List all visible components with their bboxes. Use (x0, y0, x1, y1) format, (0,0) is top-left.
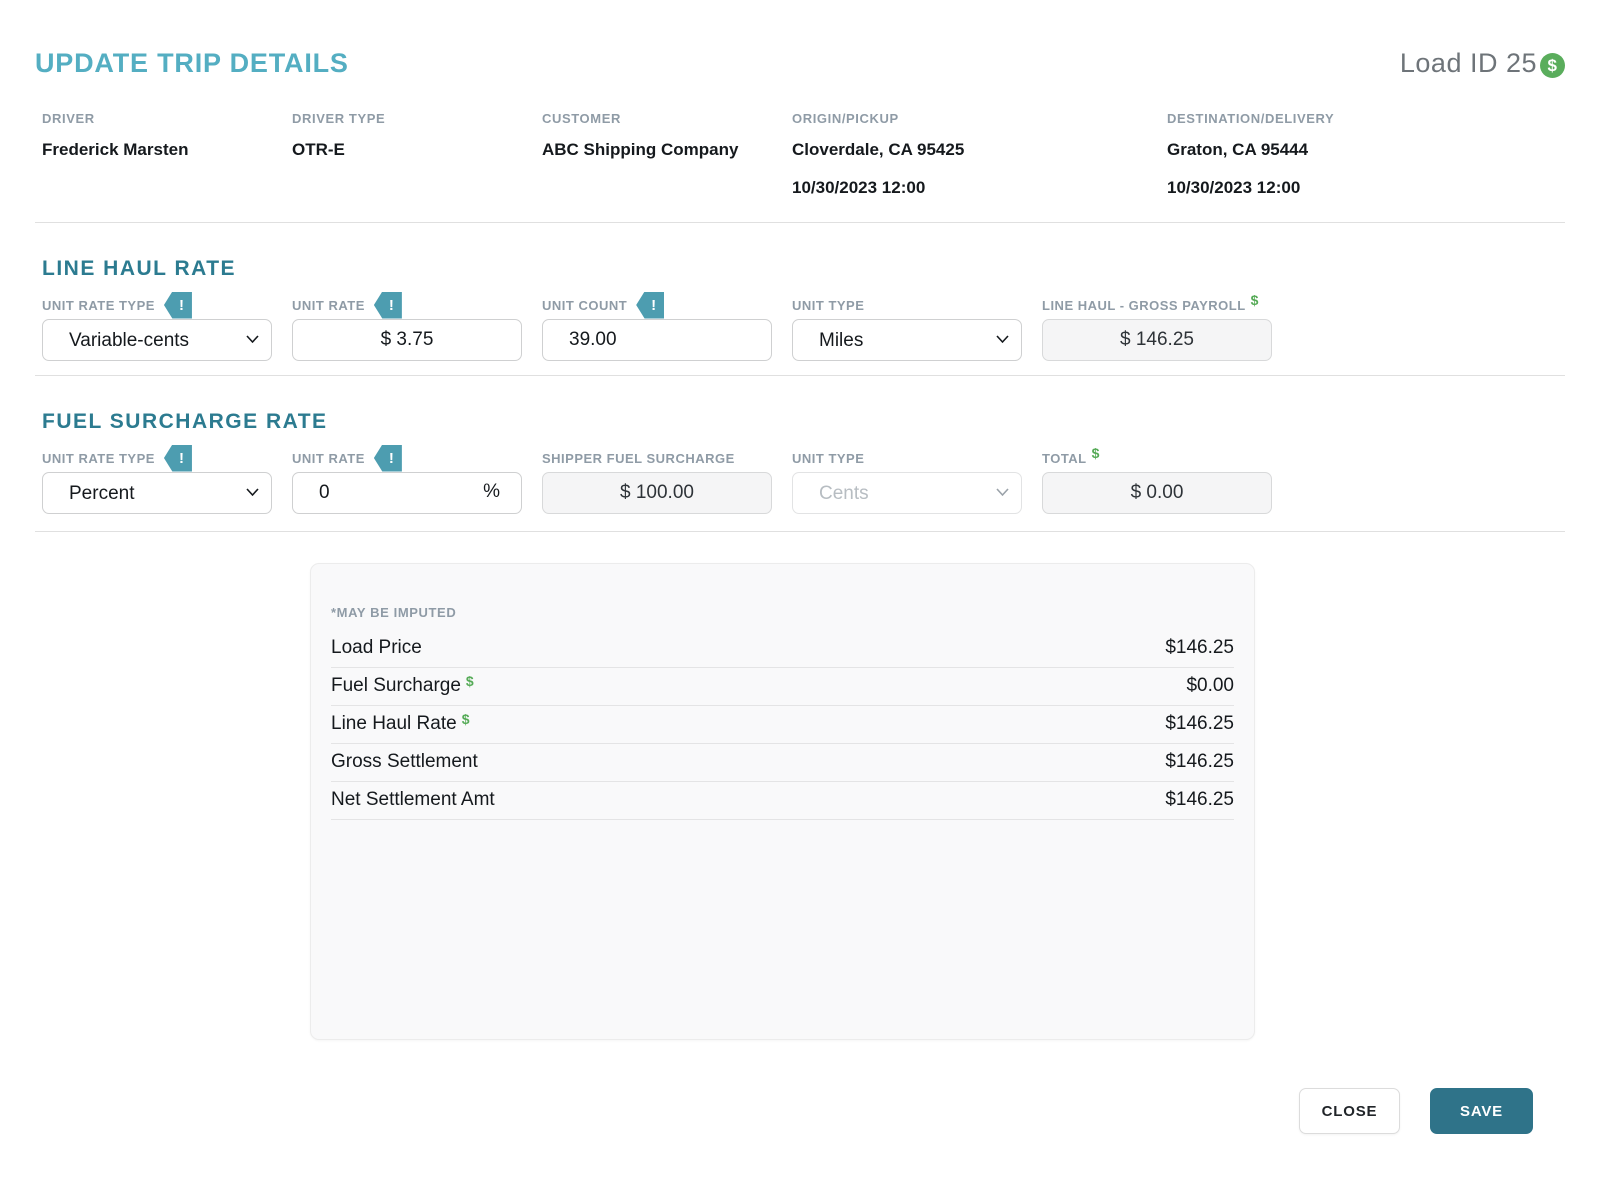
summary-rows: Load Price $146.25 Fuel Surcharge $ $0.00… (331, 630, 1234, 820)
fs-shipper-surcharge-label: SHIPPER FUEL SURCHARGE (542, 450, 735, 466)
driver-label: DRIVER (42, 111, 95, 126)
fs-unit-type-select: Cents (792, 472, 1022, 514)
alert-tag-icon: ! (373, 291, 402, 319)
origin-pickup-info: ORIGIN/PICKUP Cloverdale, CA 95425 10/30… (792, 111, 1167, 198)
line-haul-section-title: LINE HAUL RATE (42, 257, 237, 280)
lh-unit-rate-label: UNIT RATE (292, 297, 365, 313)
summary-row-gross-settlement: Gross Settlement $146.25 (331, 744, 1234, 782)
settlement-summary-panel: *MAY BE IMPUTED Load Price $146.25 Fuel … (310, 563, 1255, 1040)
summary-row-label: Fuel Surcharge $ (331, 673, 474, 696)
fs-total-value: $ 0.00 (1042, 472, 1272, 514)
fs-unit-type-label: UNIT TYPE (792, 450, 865, 466)
close-button[interactable]: CLOSE (1299, 1088, 1400, 1134)
customer-info: CUSTOMER ABC Shipping Company (542, 111, 792, 198)
dollar-icon: $ (461, 711, 470, 727)
driver-type-label: DRIVER TYPE (292, 111, 386, 126)
lh-gross-payroll-field: LINE HAUL - GROSS PAYROLL $ $ 146.25 (1042, 291, 1272, 361)
lh-unit-rate-input[interactable] (292, 319, 522, 361)
fs-unit-rate-type-label: UNIT RATE TYPE (42, 450, 155, 466)
destination-delivery-datetime: 10/30/2023 12:00 (1167, 178, 1301, 197)
page-title: UPDATE TRIP DETAILS (35, 48, 349, 78)
summary-row-value: $146.25 (1165, 751, 1234, 772)
fs-shipper-surcharge-value: $ 100.00 (542, 472, 772, 514)
fuel-surcharge-section-title: FUEL SURCHARGE RATE (42, 410, 328, 433)
fs-unit-rate-input[interactable] (292, 472, 522, 514)
alert-tag-icon: ! (373, 444, 402, 472)
fs-total-label: TOTAL (1042, 450, 1087, 466)
origin-pickup-label: ORIGIN/PICKUP (792, 111, 899, 126)
summary-row-load-price: Load Price $146.25 (331, 630, 1234, 668)
lh-gross-payroll-label: LINE HAUL - GROSS PAYROLL (1042, 297, 1246, 313)
lh-gross-payroll-value: $ 146.25 (1042, 319, 1272, 361)
lh-unit-rate-field: UNIT RATE ! (292, 291, 522, 361)
fuel-surcharge-fields: UNIT RATE TYPE ! Percent UNIT RATE ! % (42, 444, 1565, 514)
trip-info-row: DRIVER Frederick Marsten DRIVER TYPE OTR… (35, 111, 1565, 198)
summary-row-value: $146.25 (1165, 637, 1234, 658)
lh-unit-type-select[interactable]: Miles (792, 319, 1022, 361)
lh-unit-count-field: UNIT COUNT ! (542, 291, 772, 361)
driver-value: Frederick Marsten (42, 140, 189, 159)
load-id: Load ID 25 $ (1400, 48, 1565, 79)
alert-tag-icon: ! (636, 291, 665, 319)
customer-label: CUSTOMER (542, 111, 621, 126)
alert-tag-icon: ! (163, 444, 192, 472)
customer-value: ABC Shipping Company (542, 140, 739, 159)
destination-delivery-label: DESTINATION/DELIVERY (1167, 111, 1335, 126)
lh-unit-type-field: UNIT TYPE Miles (792, 291, 1022, 361)
summary-row-value: $146.25 (1165, 789, 1234, 810)
may-be-imputed-note: *MAY BE IMPUTED (331, 605, 457, 620)
load-id-text: Load ID 25 (1399, 48, 1537, 78)
lh-unit-rate-type-label: UNIT RATE TYPE (42, 297, 155, 313)
dollar-circle-icon: $ (1540, 53, 1565, 78)
fs-unit-rate-type-select[interactable]: Percent (42, 472, 272, 514)
lh-unit-count-input[interactable] (542, 319, 772, 361)
lh-unit-type-label: UNIT TYPE (792, 297, 865, 313)
origin-pickup-value: Cloverdale, CA 95425 (792, 140, 965, 159)
summary-row-fuel-surcharge: Fuel Surcharge $ $0.00 (331, 668, 1234, 706)
percent-suffix: % (483, 481, 500, 502)
destination-delivery-value: Graton, CA 95444 (1167, 140, 1309, 159)
fs-unit-rate-field: UNIT RATE ! % (292, 444, 522, 514)
driver-info: DRIVER Frederick Marsten (42, 111, 292, 198)
summary-row-label: Load Price (331, 637, 422, 658)
summary-row-value: $0.00 (1186, 675, 1234, 696)
dollar-icon: $ (1091, 445, 1100, 461)
origin-pickup-datetime: 10/30/2023 12:00 (792, 178, 926, 197)
destination-delivery-info: DESTINATION/DELIVERY Graton, CA 95444 10… (1167, 111, 1565, 198)
dollar-icon: $ (1250, 292, 1259, 308)
fs-unit-type-field: UNIT TYPE Cents (792, 444, 1022, 514)
fs-total-field: TOTAL $ $ 0.00 (1042, 444, 1272, 514)
footer-actions: CLOSE SAVE (35, 1088, 1533, 1134)
divider (35, 531, 1565, 532)
dollar-icon: $ (465, 673, 474, 689)
fs-shipper-surcharge-field: SHIPPER FUEL SURCHARGE $ 100.00 (542, 444, 772, 514)
summary-row-label: Net Settlement Amt (331, 789, 495, 810)
lh-unit-rate-type-field: UNIT RATE TYPE ! Variable-cents (42, 291, 272, 361)
alert-tag-icon: ! (163, 291, 192, 319)
fs-unit-rate-type-field: UNIT RATE TYPE ! Percent (42, 444, 272, 514)
lh-unit-count-label: UNIT COUNT (542, 297, 628, 313)
divider (35, 375, 1565, 376)
line-haul-fields: UNIT RATE TYPE ! Variable-cents UNIT RAT… (42, 291, 1565, 361)
form-header: UPDATE TRIP DETAILS Load ID 25 $ (35, 48, 1565, 79)
summary-row-net-settlement: Net Settlement Amt $146.25 (331, 782, 1234, 820)
summary-row-value: $146.25 (1165, 713, 1234, 734)
summary-row-label: Line Haul Rate $ (331, 711, 470, 734)
driver-type-value: OTR-E (292, 140, 345, 159)
summary-row-label: Gross Settlement (331, 751, 478, 772)
lh-unit-rate-type-select[interactable]: Variable-cents (42, 319, 272, 361)
driver-type-info: DRIVER TYPE OTR-E (292, 111, 542, 198)
summary-row-line-haul-rate: Line Haul Rate $ $146.25 (331, 706, 1234, 744)
fs-unit-rate-label: UNIT RATE (292, 450, 365, 466)
save-button[interactable]: SAVE (1430, 1088, 1533, 1134)
divider (35, 222, 1565, 223)
update-trip-details-form: UPDATE TRIP DETAILS Load ID 25 $ DRIVER … (35, 48, 1565, 1134)
